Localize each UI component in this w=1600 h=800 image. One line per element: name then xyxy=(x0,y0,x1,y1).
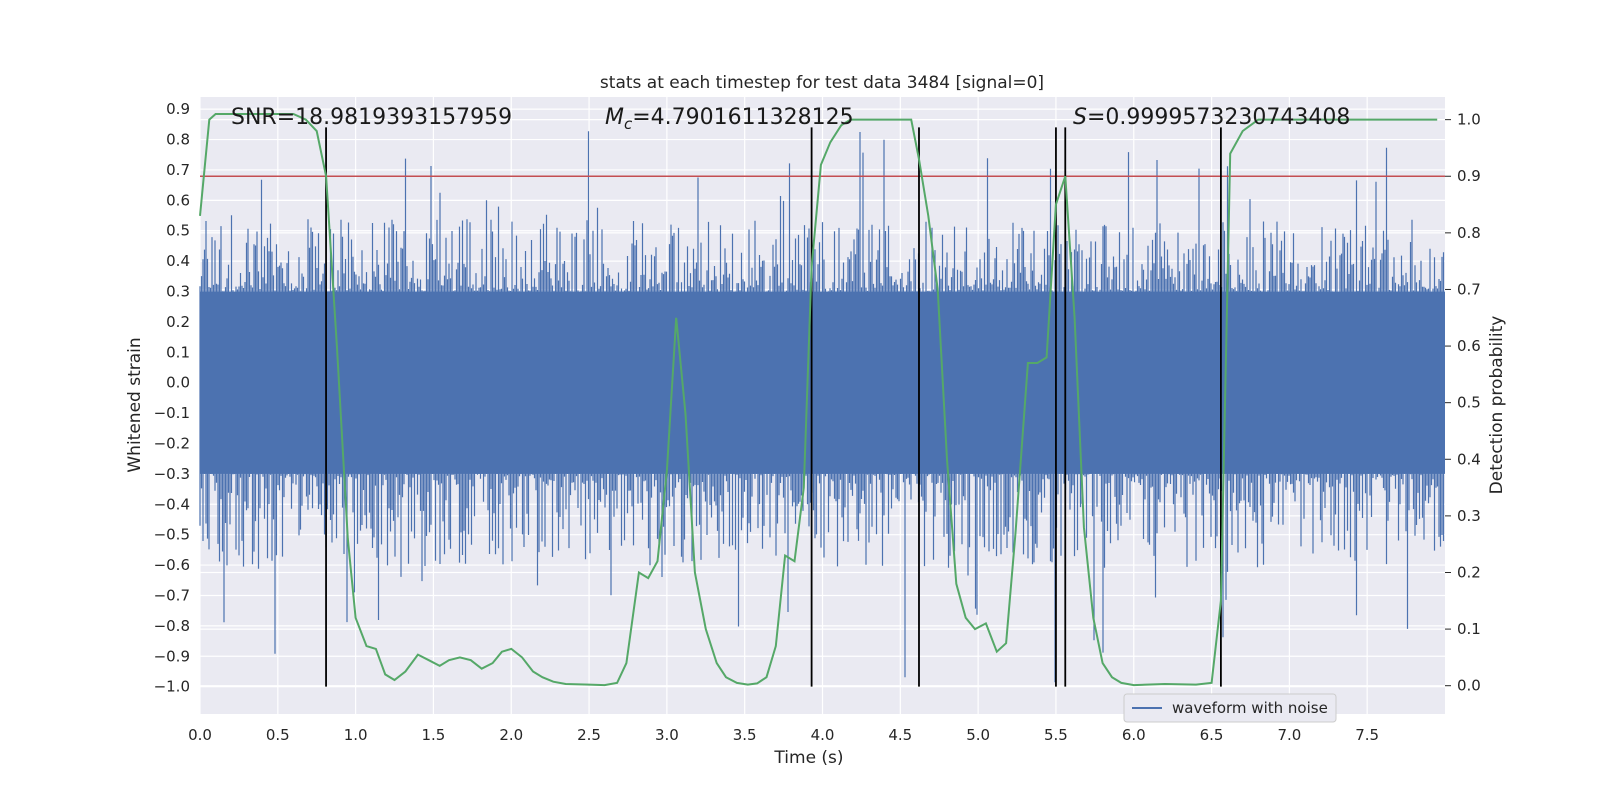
y-tick-label: −0.2 xyxy=(154,434,190,452)
y-tick-label: −1.0 xyxy=(154,678,190,696)
x-tick-label: 4.0 xyxy=(811,726,835,744)
y-right-tick-label: 0.5 xyxy=(1457,394,1481,412)
y-tick-label: 0.9 xyxy=(166,100,190,118)
y-tick-label: −0.3 xyxy=(154,465,190,483)
y-right-tick-label: 0.7 xyxy=(1457,280,1481,298)
y-tick-label: 0.3 xyxy=(166,283,190,301)
y-tick-label: 0.5 xyxy=(166,222,190,240)
y-tick-label: 0.6 xyxy=(166,191,190,209)
y-tick-label: 0.1 xyxy=(166,343,190,361)
y-right-tick-label: 0.3 xyxy=(1457,507,1481,525)
x-tick-label: 0.5 xyxy=(266,726,290,744)
x-axis-label: Time (s) xyxy=(773,748,843,768)
y-tick-label: 0.0 xyxy=(166,374,190,392)
x-axis-ticks: 0.0 0.5 1.0 1.5 2.0 2.5 3.0 3.5 4.0 4.5 5.0 5.5 6.0 6… xyxy=(188,726,1379,744)
y-tick-label: −0.8 xyxy=(154,617,190,635)
y-axis-ticks: −1.0 −0.9 −0.8 −0.7 −0.6 −0.5 −0.4 −0.3 −0.2 −0.1… xyxy=(154,100,190,695)
x-tick-label: 5.0 xyxy=(966,726,990,744)
y-tick-label: 0.8 xyxy=(166,131,190,149)
x-tick-label: 1.0 xyxy=(344,726,368,744)
x-tick-label: 1.5 xyxy=(422,726,446,744)
y-tick-label: 0.2 xyxy=(166,313,190,331)
y-tick-label: −0.7 xyxy=(154,586,190,604)
x-tick-label: 7.0 xyxy=(1277,726,1301,744)
probability-series xyxy=(199,113,1438,687)
y-tick-label: 0.7 xyxy=(166,161,190,179)
y-right-tick-label: 0.4 xyxy=(1457,450,1481,468)
y-tick-label: 0.4 xyxy=(166,252,190,270)
y-right-axis-ticks: 0.0 0.1 0.2 0.3 0.4 0.5 0.6 0.7 0.8 0.9 1.0 xyxy=(1445,111,1481,695)
x-tick-label: 6.0 xyxy=(1122,726,1146,744)
y-right-tick-label: 1.0 xyxy=(1457,111,1481,129)
x-tick-label: 2.0 xyxy=(499,726,523,744)
legend: waveform with noise xyxy=(1123,693,1337,723)
y-axis-label: Whitened strain xyxy=(125,337,145,472)
probability-line xyxy=(199,113,1438,687)
x-tick-label: 5.5 xyxy=(1044,726,1068,744)
y-right-axis-label: Detection probability xyxy=(1487,316,1507,495)
y-right-tick-label: 0.8 xyxy=(1457,224,1481,242)
y-tick-label: −0.4 xyxy=(154,495,190,513)
x-tick-label: 2.5 xyxy=(577,726,601,744)
legend-label: waveform with noise xyxy=(1172,699,1328,717)
y-right-tick-label: 0.2 xyxy=(1457,563,1481,581)
annotation-score: S=0.9999573230743408 xyxy=(1073,105,1350,130)
legend-box xyxy=(1123,693,1337,723)
y-tick-label: −0.6 xyxy=(154,556,190,574)
y-right-tick-label: 0.6 xyxy=(1457,337,1481,355)
vlines xyxy=(325,127,1222,687)
y-tick-label: −0.5 xyxy=(154,526,190,544)
y-right-tick-label: 0.1 xyxy=(1457,620,1481,638)
x-tick-label: 3.0 xyxy=(655,726,679,744)
annotation-chirp-mass: Mc=4.7901611328125 xyxy=(605,105,854,133)
x-tick-label: 6.5 xyxy=(1200,726,1224,744)
x-tick-label: 3.5 xyxy=(733,726,757,744)
x-tick-label: 0.0 xyxy=(188,726,212,744)
waveform-series xyxy=(199,131,1445,683)
y-tick-label: −0.1 xyxy=(154,404,190,422)
chart-title: stats at each timestep for test data 348… xyxy=(600,73,1044,93)
y-right-tick-label: 0.0 xyxy=(1457,677,1481,695)
y-tick-label: −0.9 xyxy=(154,647,190,665)
y-right-tick-label: 0.9 xyxy=(1457,167,1481,185)
x-tick-label: 4.5 xyxy=(888,726,912,744)
annotation-snr: SNR=18.9819393157959 xyxy=(231,105,512,130)
x-tick-label: 7.5 xyxy=(1355,726,1379,744)
